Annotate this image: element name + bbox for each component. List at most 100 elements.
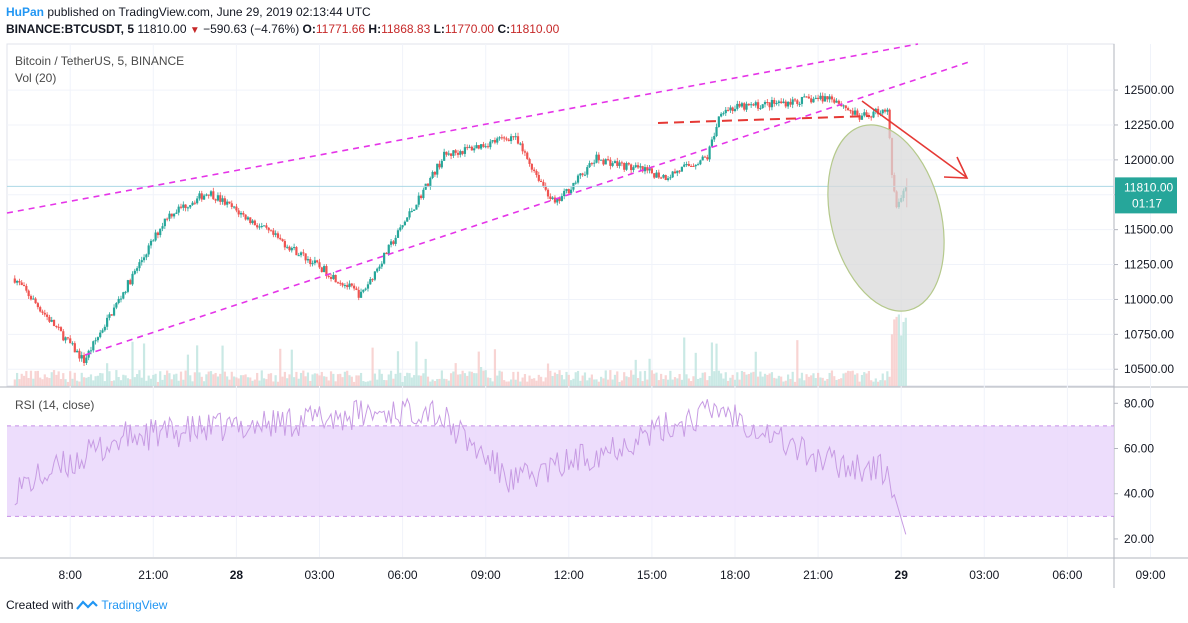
candle-body xyxy=(858,115,861,120)
candle-body xyxy=(346,285,349,288)
volume-bar xyxy=(897,314,900,386)
candle-body xyxy=(156,232,160,236)
y-tick-label: 12250.00 xyxy=(1124,118,1174,132)
volume-bar xyxy=(528,375,531,386)
volume-bar xyxy=(258,380,261,386)
volume-bar xyxy=(80,372,83,386)
last-price: 11810.00 xyxy=(137,22,187,36)
volume-bar xyxy=(745,374,748,386)
volume-bar xyxy=(646,379,649,386)
candle-body xyxy=(521,143,524,152)
volume-bar xyxy=(304,376,307,386)
volume-bar xyxy=(533,378,536,386)
volume-bar xyxy=(747,373,750,386)
volume-bar xyxy=(362,381,365,386)
x-tick-label: 18:00 xyxy=(720,568,750,582)
volume-bar xyxy=(212,374,215,386)
low-value: 11770.00 xyxy=(444,22,495,36)
volume-bar xyxy=(202,381,206,386)
candle-body xyxy=(429,177,432,187)
candle-body xyxy=(482,144,485,147)
candle-body xyxy=(703,156,707,158)
volume-bar xyxy=(369,380,372,386)
candle-body xyxy=(731,107,734,111)
volume-bar xyxy=(209,371,213,386)
volume-bar xyxy=(32,378,35,386)
volume-bar xyxy=(253,379,256,386)
volume-bar xyxy=(877,381,880,386)
candle-body xyxy=(184,204,187,209)
x-tick-label: 8:00 xyxy=(59,568,83,582)
volume-bar xyxy=(378,369,381,386)
candle-body xyxy=(826,96,829,100)
volume-bar xyxy=(812,373,815,386)
volume-bar xyxy=(537,374,540,386)
candle-body xyxy=(302,252,305,254)
volume-bar xyxy=(616,371,619,386)
volume-bar xyxy=(498,370,501,386)
volume-bar xyxy=(112,380,116,386)
tradingview-brand-link[interactable]: TradingView xyxy=(101,598,168,612)
volume-bar xyxy=(242,375,245,386)
candle-body xyxy=(131,273,134,285)
volume-bar xyxy=(653,373,656,386)
candle-body xyxy=(366,284,370,289)
volume-bar xyxy=(459,374,462,386)
volume-bar xyxy=(43,374,46,386)
volume-bar xyxy=(720,373,723,386)
volume-bar xyxy=(237,378,240,386)
candle-body xyxy=(586,167,589,175)
y-tick-label: 10500.00 xyxy=(1124,362,1174,376)
volume-bar xyxy=(632,374,635,386)
volume-bar xyxy=(99,372,102,386)
candle-body xyxy=(168,213,171,219)
candle-body xyxy=(461,151,464,154)
candle-body xyxy=(343,285,346,287)
candle-body xyxy=(722,113,725,115)
volume-bar xyxy=(512,371,515,386)
candle-body xyxy=(126,280,130,292)
volume-bar xyxy=(798,378,801,386)
candle-body xyxy=(443,151,446,161)
volume-bar xyxy=(516,371,520,386)
volume-bar xyxy=(643,370,647,386)
candle-body xyxy=(754,102,757,106)
candle-body xyxy=(491,140,494,142)
volume-bar xyxy=(110,380,113,386)
candle-body xyxy=(519,143,522,145)
candle-body xyxy=(837,100,840,104)
candle-body xyxy=(138,262,141,269)
candle-body xyxy=(253,220,256,226)
candle-body xyxy=(320,267,323,272)
volume-bar xyxy=(152,374,155,386)
author-link[interactable]: HuPan xyxy=(6,5,45,19)
candle-body xyxy=(373,271,376,280)
candle-body xyxy=(623,163,626,170)
volume-bar xyxy=(777,375,780,386)
candle-body xyxy=(329,276,333,279)
candle-body xyxy=(479,144,483,149)
drawings[interactable] xyxy=(6,43,973,356)
candle-body xyxy=(223,198,226,205)
candle-body xyxy=(588,163,591,168)
candle-body xyxy=(122,292,125,299)
volume-bar xyxy=(902,321,905,386)
volume-bar xyxy=(286,378,289,386)
volume-bar xyxy=(226,376,229,386)
candle-body xyxy=(267,227,270,231)
candle-body xyxy=(632,167,635,171)
candle-body xyxy=(851,110,854,115)
candle-body xyxy=(657,172,660,178)
volume-bar xyxy=(890,334,894,386)
candle-body xyxy=(276,233,280,238)
volume-bar xyxy=(62,373,65,386)
candle-body xyxy=(526,152,529,159)
y-tick-label: 11250.00 xyxy=(1124,258,1173,272)
volume-bar xyxy=(542,381,545,386)
volume-bar xyxy=(290,349,293,386)
volume-bar xyxy=(429,381,432,386)
high-label: H: xyxy=(368,22,382,36)
volume-bar xyxy=(207,371,210,386)
volume-bar xyxy=(553,372,557,386)
